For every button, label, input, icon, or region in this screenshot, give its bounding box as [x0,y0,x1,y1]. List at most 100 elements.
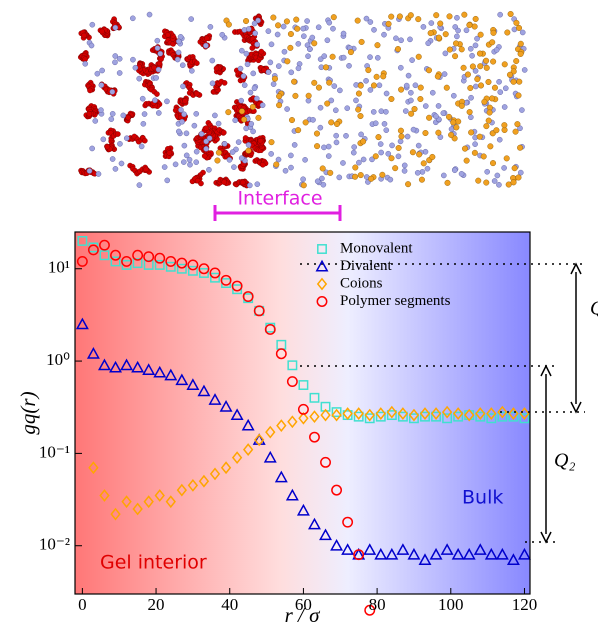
ion [415,142,422,149]
marker [231,280,243,292]
coion [276,93,283,100]
ion [274,31,281,38]
ion [367,87,374,93]
ion [209,80,216,87]
coion [416,151,423,158]
ion [367,54,373,60]
coion [446,13,453,20]
coion [489,39,496,46]
marker [230,408,244,421]
ion [117,141,123,147]
coion [417,84,424,91]
ion [441,71,448,77]
marker [386,410,397,421]
ion [250,70,257,77]
marker [363,543,377,555]
ion [401,168,408,174]
coion [448,131,455,138]
ion [275,156,282,163]
ion [377,141,384,147]
coion [453,40,460,47]
polymer-bead [165,32,171,38]
coion [322,64,329,71]
q-markers [300,262,585,544]
ion [270,81,277,87]
ion [203,42,209,49]
coion [466,22,473,29]
coion [249,103,256,110]
marker [210,272,220,283]
ion [315,24,322,31]
coion [243,18,250,25]
polymer-bead [158,56,164,62]
coion [517,50,524,57]
ion [180,159,187,165]
marker [121,495,132,509]
coion [294,25,301,32]
ion [268,151,274,157]
marker [109,360,122,373]
ion [340,30,347,37]
coion [255,114,262,121]
ion [183,152,190,159]
ion [259,102,266,109]
coion [510,68,517,75]
coion [283,18,290,25]
ion [132,64,139,71]
marker [153,365,167,378]
coion [515,174,522,181]
coion [475,177,482,184]
marker [263,450,277,463]
ion [337,87,343,94]
ion [254,181,261,187]
marker [484,547,498,560]
ion [180,83,186,90]
ion [112,59,118,66]
marker [353,549,365,561]
ion [109,89,116,95]
ion [179,118,185,125]
ion [363,15,370,22]
polymer-bead [221,129,227,136]
coion [245,147,252,154]
polymer-bead [261,67,267,73]
ion [343,133,349,139]
marker [331,484,343,496]
marker [142,363,156,375]
marker [198,263,210,275]
marker [120,358,134,371]
coion [396,13,403,20]
polymer-bead [143,166,149,173]
legend-label: Monovalent [340,240,413,256]
polymer-bead [193,90,200,97]
polymer-bead [249,45,256,51]
coion [491,84,498,91]
ion [206,166,212,173]
coion [468,129,475,136]
ion [226,157,233,163]
ion [383,90,390,97]
ion [140,121,147,127]
annotation: Q₂ [554,450,575,472]
ion [321,53,328,59]
polymer-bead [213,65,220,72]
ion [422,148,429,155]
marker [86,347,100,359]
ion [240,73,247,79]
coion [444,179,451,186]
marker [374,547,388,560]
marker [154,259,165,270]
ion [333,139,340,146]
coion [405,181,412,188]
ion [82,60,89,67]
ion [493,47,500,53]
ion [123,135,130,142]
ion [381,31,387,38]
coion [241,116,248,123]
marker [110,507,121,521]
ion [440,110,447,116]
ion [92,118,99,124]
marker [220,461,232,475]
ion [154,45,161,51]
ion [358,131,364,138]
